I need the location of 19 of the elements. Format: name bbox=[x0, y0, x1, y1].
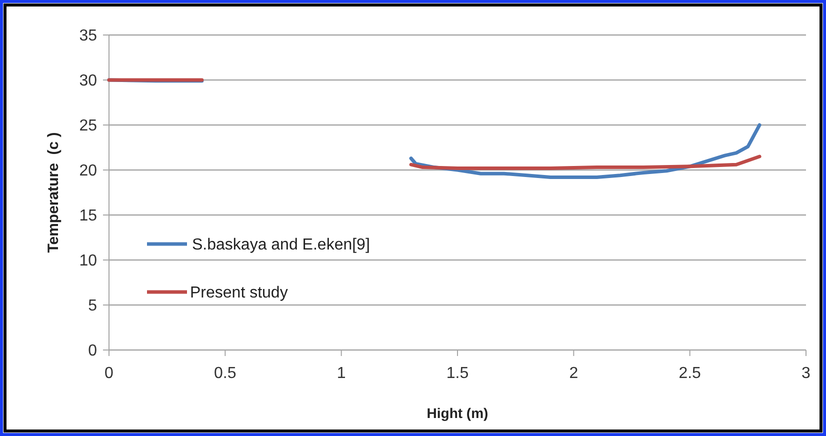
y-axis-title: Temperature (c ) bbox=[45, 132, 62, 253]
x-tick-label: 3 bbox=[802, 365, 811, 382]
y-tick-label: 0 bbox=[88, 342, 98, 360]
legend-label: S.baskaya and E.eken[9] bbox=[192, 236, 370, 254]
y-tick-label: 35 bbox=[79, 28, 98, 45]
y-tick-label: 25 bbox=[79, 118, 98, 135]
legend-label: Present study bbox=[190, 284, 288, 302]
x-axis-title: Hight (m) bbox=[426, 405, 488, 421]
x-tick-label: 0.5 bbox=[214, 365, 236, 382]
x-tick-label: 2 bbox=[569, 365, 578, 382]
y-tick-label: 30 bbox=[79, 72, 98, 90]
x-tick-label: 1.5 bbox=[446, 365, 469, 382]
y-tick-label: 20 bbox=[79, 162, 98, 180]
y-tick-label: 15 bbox=[79, 208, 98, 225]
x-tick-label: 0 bbox=[104, 365, 114, 382]
x-tick-label: 1 bbox=[336, 365, 346, 382]
x-tick-label: 2.5 bbox=[678, 365, 702, 382]
y-tick-label: 5 bbox=[88, 298, 98, 315]
y-tick-label: 10 bbox=[79, 252, 98, 270]
